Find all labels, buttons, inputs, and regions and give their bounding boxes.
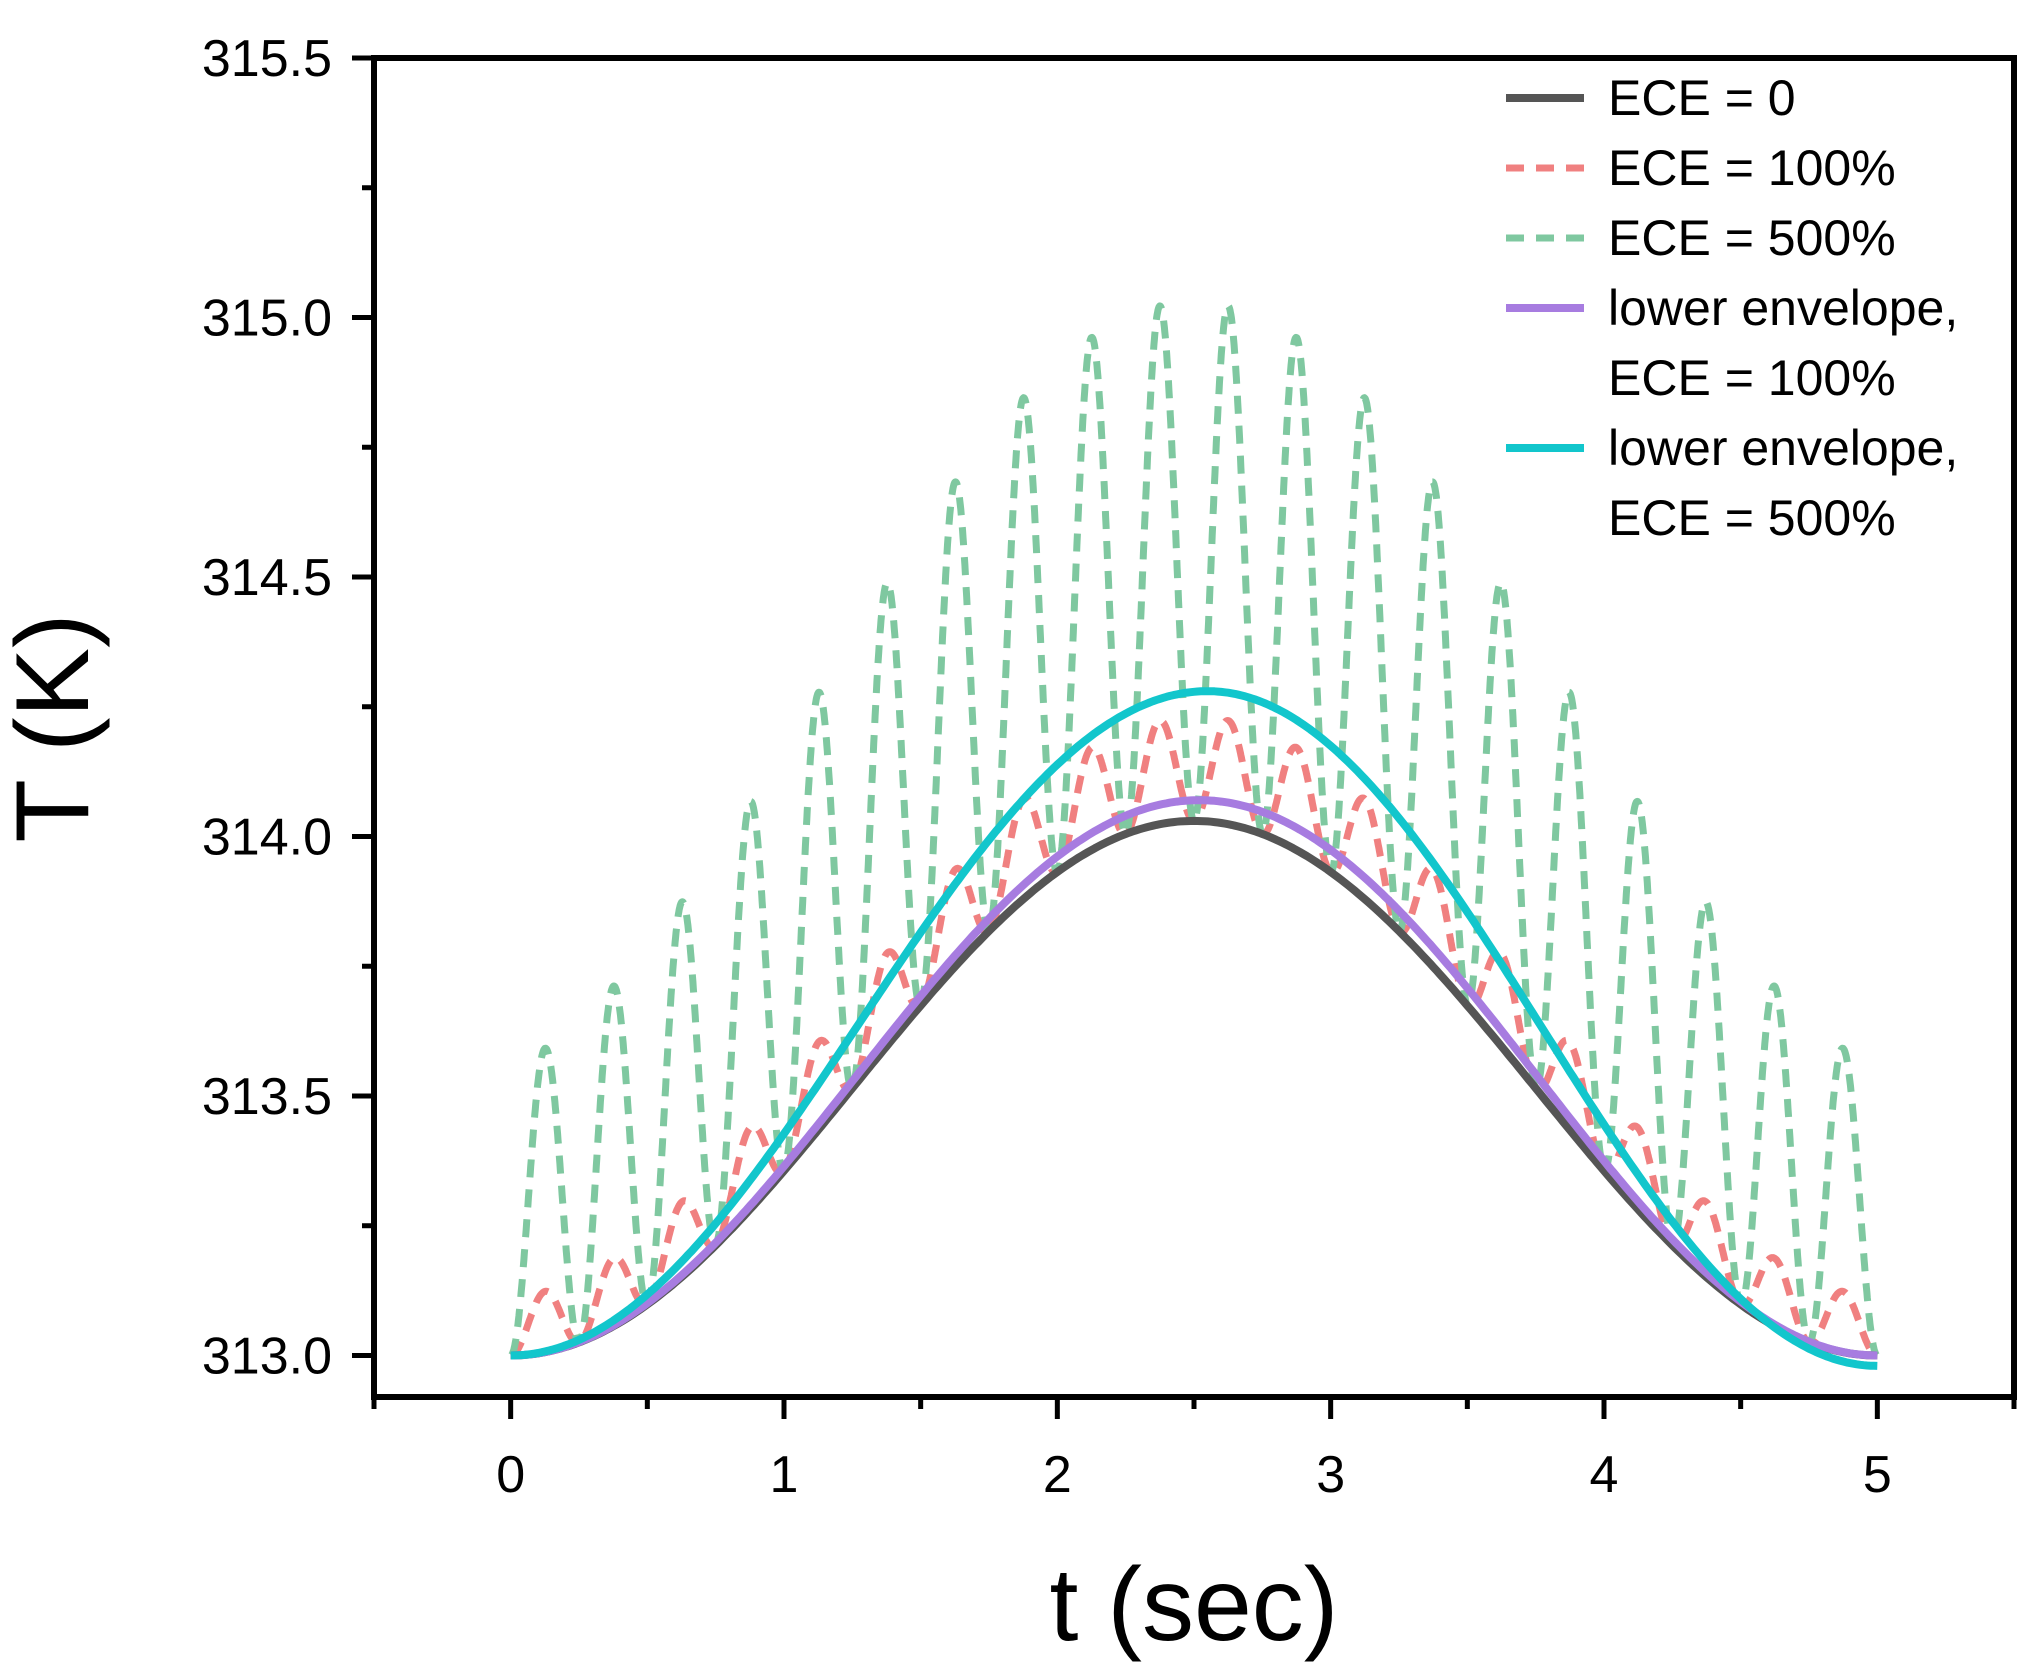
legend-label-1: ECE = 100%: [1608, 140, 1896, 196]
plot-frame: [371, 55, 2017, 1400]
tick-labels: 0 1 2 3 4 5 313.0 313.5 314.0 314.5 315.0 315.5: [202, 30, 1892, 1504]
y-axis-title: T (K): [0, 613, 111, 842]
legend-label-2: ECE = 500%: [1608, 210, 1896, 266]
series-line-4: [510, 687, 1878, 1370]
legend-label-4: ECE = 500%: [1608, 490, 1896, 546]
series-line-2: [507, 302, 1881, 1359]
legend-label-3: lower envelope,: [1608, 280, 1958, 336]
legend-label-3: ECE = 100%: [1608, 350, 1896, 406]
x-axis-title: t (sec): [1050, 1547, 1339, 1663]
y-tick-label: 315.0: [202, 289, 332, 347]
legend: ECE = 0 ECE = 100% ECE = 500% lower envelop…: [1506, 70, 1958, 546]
x-tick-label: 2: [1043, 1446, 1072, 1504]
x-tick-label: 4: [1590, 1446, 1619, 1504]
x-tick-label: 0: [496, 1446, 525, 1504]
legend-label-0: ECE = 0: [1608, 70, 1796, 126]
y-tick-label: 315.5: [202, 30, 332, 88]
y-tick-label: 314.5: [202, 549, 332, 607]
legend-label-4: lower envelope,: [1608, 420, 1958, 476]
x-tick-label: 5: [1863, 1446, 1892, 1504]
y-tick-label: 314.0: [202, 808, 332, 866]
series-line-3: [510, 796, 1878, 1360]
series-layer: [507, 302, 1881, 1370]
series-line-0: [510, 816, 1878, 1360]
y-tick-label: 313.0: [202, 1327, 332, 1385]
x-tick-label: 1: [770, 1446, 799, 1504]
y-tick-label: 313.5: [202, 1068, 332, 1126]
x-tick-label: 3: [1316, 1446, 1345, 1504]
